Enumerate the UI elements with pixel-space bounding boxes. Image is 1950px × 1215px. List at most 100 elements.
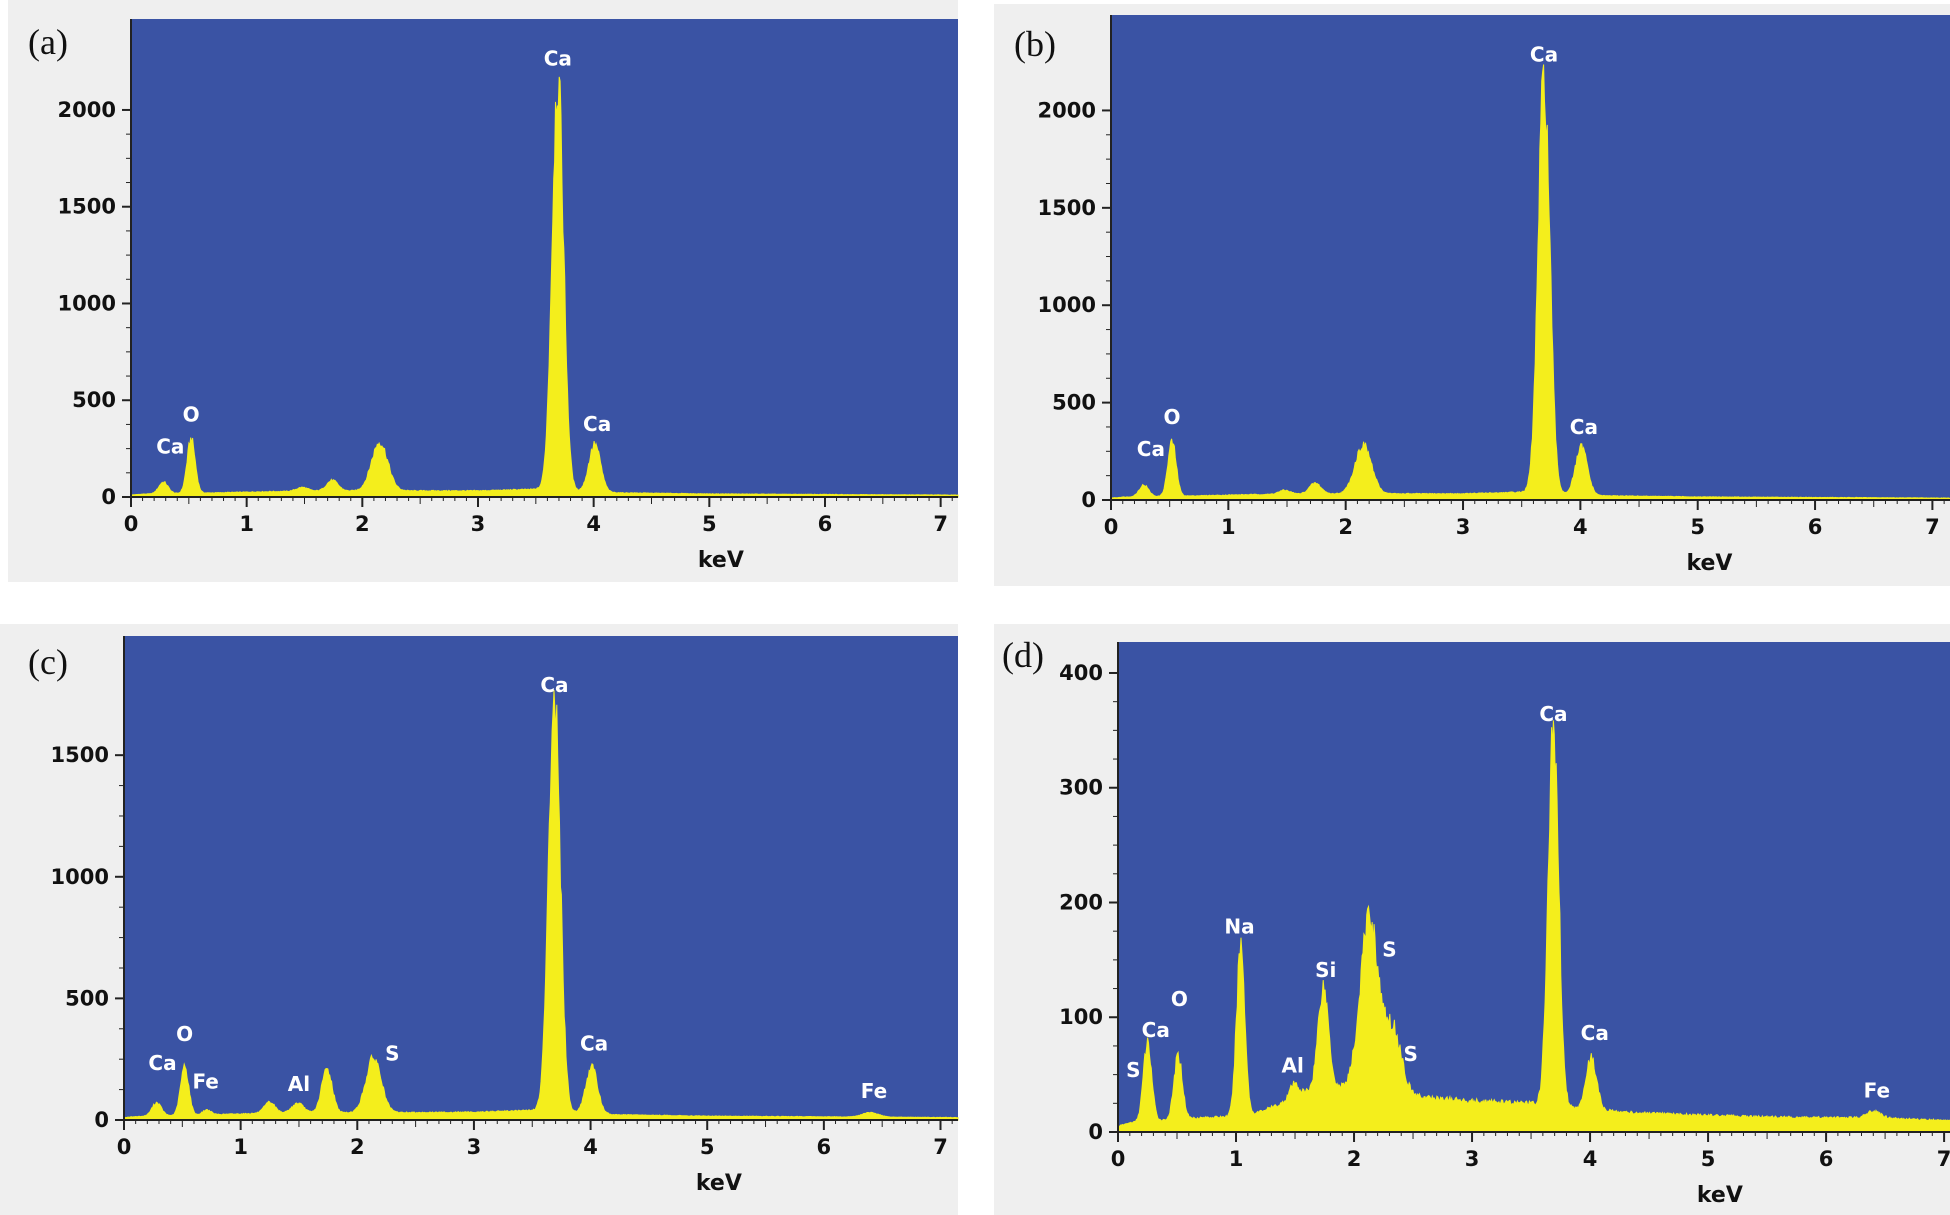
x-tick-label: 1 [1229, 1147, 1244, 1171]
y-tick-label: 0 [1081, 488, 1096, 512]
plot-area [131, 19, 958, 497]
peak-label: Ca [1570, 415, 1598, 439]
y-tick-label: 400 [1059, 661, 1103, 685]
spectrum-series [1110, 64, 1950, 501]
peak-label: Ca [1142, 1018, 1170, 1042]
x-tick-label: 5 [700, 1135, 715, 1159]
x-tick-label: 2 [355, 512, 370, 536]
peak-label: Si [1315, 958, 1336, 982]
panel-label: (c) [28, 642, 68, 682]
panel-label: (a) [28, 22, 68, 62]
peak-label: Ca [1539, 702, 1567, 726]
panel-a: (a) 0 500 1000 1500 2000 0 1 2 3 4 5 6 7 keV Ca O Ca Ca [8, 0, 959, 582]
peak-label: S [1126, 1058, 1140, 1082]
x-tick-label: 3 [467, 1135, 482, 1159]
x-tick-label: 6 [1819, 1147, 1834, 1171]
panel-b: (b) 0 500 1000 1500 2000 0 1 2 3 4 5 6 7 keV Ca O Ca Ca [994, 4, 1950, 586]
plot-area [1111, 15, 1950, 500]
x-tick-label: 3 [471, 512, 486, 536]
x-tick-label: 6 [818, 512, 833, 536]
spectrum-series [123, 690, 959, 1121]
y-tick-label: 1000 [51, 865, 109, 889]
x-tick-label: 6 [1808, 515, 1823, 539]
x-tick-label: 3 [1456, 515, 1471, 539]
x-tick-label: 4 [583, 1135, 598, 1159]
peak-label: Ca [1581, 1021, 1609, 1045]
peak-label: Fe [192, 1069, 218, 1093]
plot-area [1118, 642, 1950, 1132]
peak-label: O [1171, 987, 1188, 1011]
x-tick-label: 7 [933, 1135, 948, 1159]
x-tick-label: 5 [702, 512, 717, 536]
eds-spectrum-chart: 0 500 1000 1500 2000 0 1 2 3 4 5 6 7 keV Ca O Ca Ca [1038, 15, 1950, 576]
peak-label: S [1382, 937, 1396, 961]
peak-label: Ca [540, 673, 568, 697]
panel-c: (c) 0 500 1000 1500 0 1 2 3 4 5 6 7 keV Ca O Fe Al S Ca Ca F… [0, 624, 959, 1215]
x-tick-label: 4 [1583, 1147, 1598, 1171]
spectrum-series [1117, 720, 1950, 1133]
x-axis-title: keV [698, 548, 744, 573]
y-tick-label: 0 [101, 485, 116, 509]
y-tick-label: 1000 [58, 291, 116, 315]
x-tick-label: 2 [350, 1135, 365, 1159]
y-tick-label: 300 [1059, 776, 1103, 800]
x-tick-label: 3 [1465, 1147, 1480, 1171]
x-tick-label: 1 [233, 1135, 248, 1159]
peak-label: O [1164, 405, 1181, 429]
peak-label: Ca [544, 46, 572, 70]
x-axis-title: keV [696, 1171, 742, 1196]
x-tick-label: 7 [1925, 515, 1940, 539]
peak-label: Ca [148, 1051, 176, 1075]
y-tick-label: 0 [1088, 1120, 1103, 1144]
x-axis-title: keV [1697, 1183, 1743, 1208]
peak-label: Na [1224, 914, 1254, 938]
x-tick-label: 7 [1937, 1147, 1950, 1171]
panel-label: (d) [1002, 635, 1044, 675]
x-tick-label: 4 [1573, 515, 1588, 539]
x-tick-label: 6 [817, 1135, 832, 1159]
y-tick-label: 500 [72, 388, 116, 412]
peak-label: Fe [1864, 1079, 1890, 1103]
y-tick-label: 2000 [58, 98, 116, 122]
x-tick-label: 5 [1701, 1147, 1716, 1171]
plot-area [124, 636, 958, 1120]
y-tick-label: 1500 [51, 743, 109, 767]
peak-label: Al [288, 1072, 310, 1096]
y-tick-label: 500 [65, 986, 109, 1010]
x-tick-label: 2 [1347, 1147, 1362, 1171]
x-axis-title: keV [1686, 551, 1732, 576]
x-tick-label: 0 [1104, 515, 1119, 539]
y-tick-label: 100 [1059, 1005, 1103, 1029]
peak-label: Ca [583, 412, 611, 436]
y-tick-label: 500 [1052, 391, 1096, 415]
panel-d: (d) 0 100 200 300 400 0 1 2 3 4 5 6 7 keV S Ca O Na Al Si S S… [994, 624, 1950, 1215]
y-tick-label: 2000 [1038, 98, 1096, 122]
y-tick-label: 200 [1059, 890, 1103, 914]
peak-label: S [1403, 1042, 1417, 1066]
peak-label: Ca [580, 1032, 608, 1056]
y-tick-label: 1500 [1038, 196, 1096, 220]
y-tick-label: 1000 [1038, 293, 1096, 317]
x-tick-label: 1 [1221, 515, 1236, 539]
peak-label: S [385, 1041, 399, 1065]
eds-spectrum-chart: 0 500 1000 1500 2000 0 1 2 3 4 5 6 7 keV Ca O Ca Ca [58, 19, 959, 573]
y-tick-label: 1500 [58, 195, 116, 219]
y-tick-label: 0 [94, 1108, 109, 1132]
peak-label: Ca [1530, 43, 1558, 67]
x-tick-label: 0 [1111, 1147, 1126, 1171]
x-tick-label: 1 [239, 512, 254, 536]
spectrum-series [130, 76, 959, 498]
peak-label: Fe [861, 1079, 887, 1103]
peak-label: Ca [156, 434, 184, 458]
x-tick-label: 2 [1338, 515, 1353, 539]
x-tick-label: 0 [117, 1135, 132, 1159]
peak-label: Ca [1137, 437, 1165, 461]
peak-label: O [183, 403, 200, 427]
peak-label: O [176, 1022, 193, 1046]
x-tick-label: 0 [124, 512, 139, 536]
x-tick-label: 5 [1690, 515, 1705, 539]
x-tick-label: 7 [933, 512, 948, 536]
panel-label: (b) [1014, 24, 1056, 64]
